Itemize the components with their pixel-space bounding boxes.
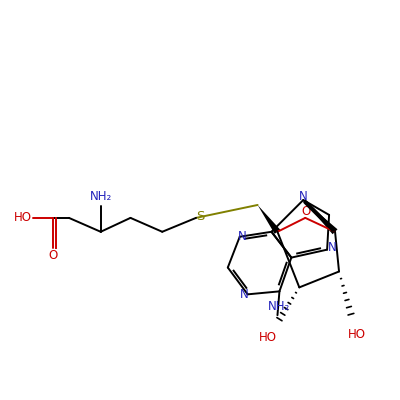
Polygon shape <box>258 205 280 234</box>
Polygon shape <box>303 200 338 234</box>
Text: N: N <box>238 230 247 243</box>
Text: HO: HO <box>258 330 276 344</box>
Text: N: N <box>328 241 336 254</box>
Text: N: N <box>299 190 308 202</box>
Text: HO: HO <box>348 328 366 340</box>
Text: NH₂: NH₂ <box>268 300 290 313</box>
Text: S: S <box>196 210 204 223</box>
Text: O: O <box>302 206 311 218</box>
Text: HO: HO <box>14 211 32 224</box>
Text: NH₂: NH₂ <box>90 190 112 202</box>
Text: N: N <box>240 288 249 301</box>
Text: O: O <box>48 249 58 262</box>
